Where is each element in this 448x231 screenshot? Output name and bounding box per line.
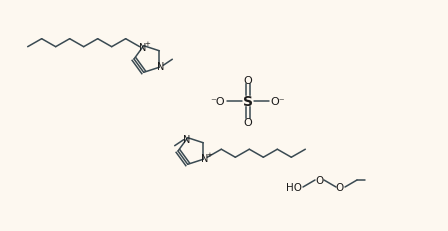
Text: S: S bbox=[243, 94, 253, 109]
Text: O: O bbox=[336, 182, 344, 192]
Text: O: O bbox=[244, 76, 252, 86]
Text: N: N bbox=[201, 154, 208, 164]
Text: ⁻O: ⁻O bbox=[211, 97, 225, 106]
Text: +: + bbox=[207, 152, 212, 158]
Text: +: + bbox=[145, 40, 151, 46]
Text: HO: HO bbox=[286, 182, 302, 192]
Text: O: O bbox=[315, 175, 323, 185]
Text: O⁻: O⁻ bbox=[271, 97, 285, 106]
Text: N: N bbox=[139, 43, 146, 52]
Text: N: N bbox=[183, 134, 190, 144]
Text: O: O bbox=[244, 118, 252, 128]
Text: N: N bbox=[157, 62, 164, 72]
